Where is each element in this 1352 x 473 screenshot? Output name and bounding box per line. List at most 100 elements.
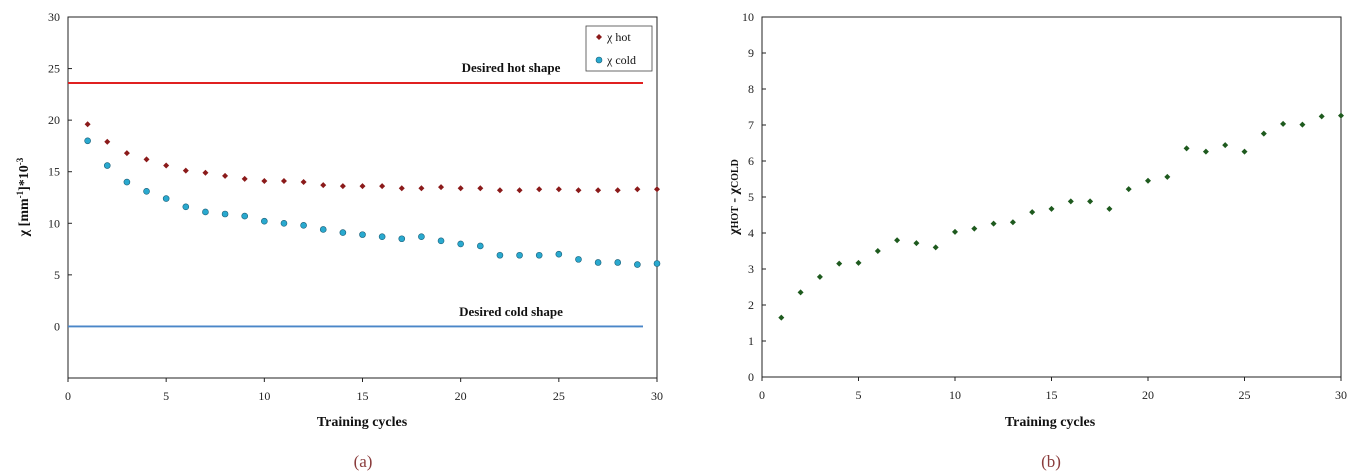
point-diff: [836, 260, 843, 267]
point-cold: [555, 250, 563, 258]
point-cold: [496, 251, 504, 259]
y-tick-label: 2: [748, 298, 754, 312]
point-hot: [84, 121, 91, 128]
point-diff: [1222, 142, 1229, 149]
point-cold: [123, 178, 131, 186]
x-tick-label: 0: [65, 389, 71, 403]
y-tick-label: 8: [748, 82, 754, 96]
point-hot: [536, 186, 543, 193]
point-diff: [1260, 130, 1267, 137]
point-cold: [202, 208, 209, 216]
point-diff: [1202, 148, 1209, 155]
x-axis-a: 0 5 10 15 20 25 30: [65, 378, 663, 403]
point-hot: [496, 187, 503, 194]
y-tick-label: 20: [48, 113, 60, 127]
point-hot: [359, 183, 366, 190]
legend-marker-hot: [596, 34, 602, 40]
point-diff: [1145, 177, 1151, 184]
point-cold: [634, 261, 641, 268]
x-tick-label: 25: [553, 389, 565, 403]
annotation-desired-cold: Desired cold shape: [459, 304, 563, 319]
y-tick-label: 3: [748, 262, 754, 276]
y-tick-label: 9: [748, 46, 754, 60]
point-cold: [241, 212, 248, 220]
point-diff: [1280, 120, 1287, 127]
point-cold: [594, 259, 602, 266]
x-axis-label-a: Training cycles: [317, 415, 408, 430]
point-hot: [182, 167, 189, 174]
point-hot: [339, 183, 346, 190]
point-diff: [816, 273, 823, 280]
point-diff: [778, 314, 785, 321]
point-cold: [378, 233, 386, 240]
y-tick-label: 5: [54, 268, 60, 282]
point-hot: [398, 185, 405, 192]
x-axis-b: 0 5 10 15 20 25 30: [759, 377, 1347, 402]
y-tick-label: 7: [748, 118, 754, 132]
point-cold: [535, 251, 543, 259]
legend-marker-cold: [595, 56, 603, 64]
legend-entry-cold: χ cold: [595, 53, 636, 67]
point-cold: [516, 251, 523, 259]
chart-panel-b: 0 1 2 3 4 5 6 7 8 9 10 0 5 10 15 20 25 30 Training cycle…: [727, 10, 1347, 430]
point-diff: [1029, 209, 1036, 216]
point-hot: [241, 175, 248, 182]
y-tick-label: 4: [748, 226, 754, 240]
reference-lines-a: [68, 82, 643, 328]
legend-entry-hot: χ hot: [596, 30, 631, 44]
point-diff: [797, 289, 804, 296]
y-tick-label: 15: [48, 165, 60, 179]
x-tick-label: 5: [856, 388, 862, 402]
data-points-b: [778, 112, 1344, 321]
legend-label-hot: χ hot: [606, 30, 631, 44]
point-hot: [438, 184, 445, 191]
y-axis-a: 0 5 10 15 20 25 30: [48, 10, 72, 333]
point-hot: [418, 185, 425, 192]
point-diff: [1087, 198, 1094, 205]
point-cold: [319, 226, 327, 233]
y-axis-label-b: χHOT - χCOLD: [727, 159, 742, 236]
point-diff: [1183, 145, 1190, 152]
point-diff: [1241, 148, 1248, 155]
x-tick-label: 30: [1335, 388, 1347, 402]
legend-label-cold: χ cold: [606, 53, 636, 67]
y-axis-label-a: χ [mm-1]*10-3: [15, 157, 32, 237]
chart-panel-a: 0 5 10 15 20 25 30 0 5 10 15 20 25 30 Training cycle…: [15, 10, 663, 430]
point-cold: [84, 137, 91, 145]
point-diff: [1048, 205, 1055, 212]
x-tick-label: 10: [258, 389, 270, 403]
point-hot: [320, 182, 327, 189]
point-cold: [614, 259, 622, 266]
point-cold: [398, 235, 406, 243]
x-tick-label: 15: [357, 389, 369, 403]
point-hot: [634, 186, 641, 193]
point-hot: [516, 187, 523, 194]
point-diff: [990, 220, 997, 227]
point-hot: [595, 187, 602, 194]
point-diff: [1164, 173, 1171, 180]
point-hot: [163, 162, 170, 169]
point-cold: [653, 260, 661, 267]
point-cold: [418, 233, 425, 240]
point-diff: [1009, 219, 1016, 226]
point-diff: [1299, 121, 1306, 128]
point-diff: [913, 240, 920, 247]
caption-a: (a): [354, 452, 373, 471]
point-diff: [894, 237, 901, 244]
annotation-desired-hot: Desired hot shape: [462, 60, 561, 75]
point-cold: [143, 188, 150, 195]
point-cold: [300, 222, 307, 229]
y-tick-label: 30: [48, 10, 60, 24]
point-cold: [339, 229, 347, 236]
point-cold: [476, 242, 484, 250]
y-tick-label: 10: [48, 216, 60, 230]
point-diff: [971, 225, 978, 232]
point-diff: [1106, 205, 1113, 212]
point-hot: [222, 172, 229, 179]
x-axis-label-b: Training cycles: [1005, 415, 1096, 430]
point-cold: [280, 219, 288, 227]
point-hot: [457, 185, 464, 192]
plot-frame-a: [67, 16, 658, 379]
x-tick-label: 10: [949, 388, 961, 402]
